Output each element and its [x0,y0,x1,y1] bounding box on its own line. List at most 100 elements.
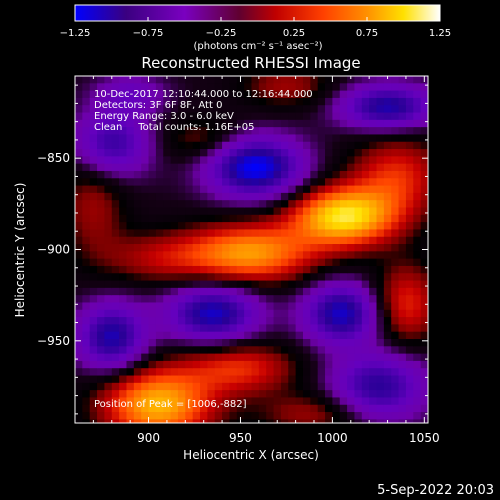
heatmap-cell [310,90,319,99]
heatmap-cell [200,353,208,362]
heatmap-cell [376,338,385,347]
heatmap-cell [163,390,172,399]
heatmap-cell [347,76,356,84]
heatmap-cell [155,375,164,384]
heatmap-cell [420,258,428,267]
heatmap-cell [420,265,428,274]
heatmap-cell [413,200,422,209]
heatmap-cell [75,127,83,136]
heatmap-cell [369,112,378,121]
heatmap-cell [251,265,260,274]
heatmap-cell [383,309,392,318]
heatmap-cell [413,390,422,399]
heatmap-cell [405,280,414,289]
heatmap-cell [126,170,135,179]
heatmap-cell [148,375,157,384]
heatmap-cell [266,170,275,179]
heatmap-cell [192,163,201,172]
heatmap-cell [133,149,142,157]
heatmap-cell [383,251,392,260]
heatmap-cell [75,317,83,325]
heatmap-cell [82,287,91,296]
heatmap-cell [185,222,194,231]
heatmap-cell [82,331,91,340]
heatmap-cell [391,382,400,391]
heatmap-cell [420,207,428,216]
heatmap-cell [155,90,164,99]
heatmap-cell [148,317,157,325]
heatmap-cell [148,207,157,216]
heatmap-cell [177,134,186,143]
heatmap-cell [185,170,194,179]
heatmap-cell [325,119,333,128]
heatmap-cell [104,207,113,216]
heatmap-cell [325,185,333,194]
heatmap-cell [405,251,414,260]
heatmap-cell [192,397,201,406]
heatmap-cell [75,360,83,369]
heatmap-cell [398,390,407,399]
heatmap-cell [354,390,363,399]
heatmap-cell [111,76,120,84]
heatmap-cell [111,419,120,423]
heatmap-cell [273,404,282,413]
heatmap-cell [332,390,341,399]
heatmap-cell [273,200,282,209]
heatmap-cell [266,324,275,333]
heatmap-cell [177,192,186,201]
heatmap-cell [273,265,282,274]
heatmap-cell [420,105,428,114]
heatmap-cell [89,163,98,172]
heatmap-cell [97,214,106,223]
heatmap-cell [325,404,333,413]
heatmap-cell [185,360,194,369]
heatmap-cell [200,346,208,355]
heatmap-cell [347,119,356,128]
heatmap-cell [339,404,348,413]
heatmap-cell [185,229,194,238]
heatmap-cell [119,419,128,423]
heatmap-cell [325,134,333,143]
heatmap-cell [163,360,172,369]
heatmap-cell [97,287,106,296]
heatmap-cell [413,163,422,172]
heatmap-cell [207,317,216,325]
heatmap-cell [317,90,326,99]
heatmap-cell [185,390,194,399]
heatmap-cell [222,149,231,157]
heatmap-cell [119,338,128,347]
heatmap-cell [207,105,216,114]
heatmap-cell [413,368,422,377]
heatmap-cell [302,236,311,245]
heatmap-cell [310,251,319,260]
heatmap-cell [222,265,231,274]
heatmap-cell [347,200,356,209]
heatmap-cell [383,338,392,347]
heatmap-cell [244,419,253,423]
heatmap-cell [383,105,392,114]
heatmap-cell [332,76,341,84]
heatmap-cell [288,112,297,121]
heatmap-cell [347,163,356,172]
heatmap-cell [354,360,363,369]
x-axis: 900 950 1000 1050 [92,76,440,445]
heatmap-cell [383,317,392,325]
heatmap-cell [251,229,260,238]
heatmap-cell [383,324,392,333]
heatmap-cell [383,295,392,304]
heatmap-cell [325,141,333,150]
heatmap-cell [405,302,414,311]
heatmap-cell [280,397,289,406]
heatmap-cell [347,295,356,304]
heatmap-cell [273,287,282,296]
heatmap-cell [89,185,98,194]
heatmap-cell [82,258,91,267]
heatmap-cell [214,280,223,289]
heatmap-cell [229,222,238,231]
heatmap-cell [288,390,297,399]
heatmap-cell [75,163,83,172]
heatmap-cell [126,287,135,296]
heatmap-cell [325,324,333,333]
heatmap-cell [405,127,414,136]
heatmap-cell [354,302,363,311]
